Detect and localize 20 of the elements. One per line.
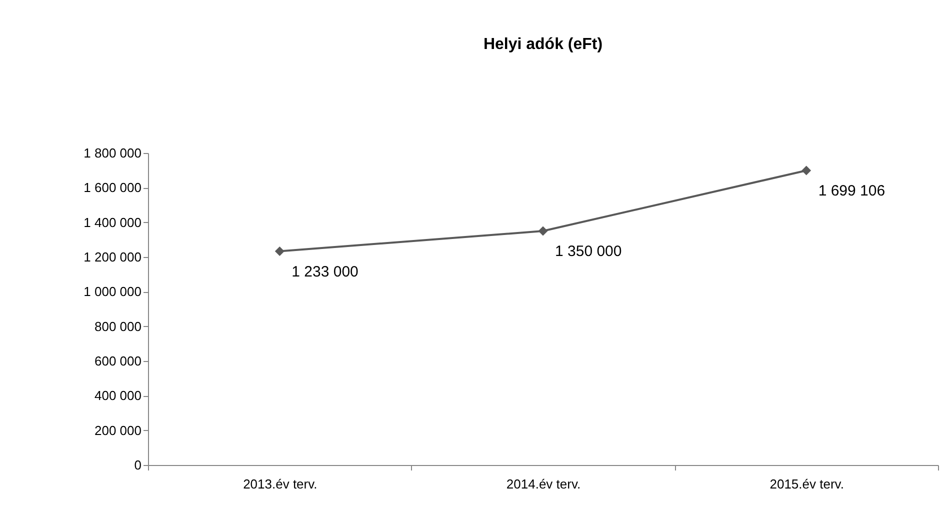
data-label: 1 233 000 (292, 263, 358, 280)
point (538, 226, 548, 236)
x-tick-label: 2013.év terv. (243, 476, 318, 492)
y-tick-label: 200 000 (94, 422, 142, 438)
point (802, 166, 812, 176)
y-tick-label: 0 (134, 458, 142, 472)
y-tick-label: 800 000 (94, 318, 142, 334)
data-label: 1 350 000 (555, 243, 622, 260)
chart-title: Helyi adók (eFt) (483, 36, 603, 53)
y-tick-label: 1 000 000 (84, 284, 142, 300)
data-label: 1 699 106 (818, 182, 886, 200)
y-tick-label: 1 600 000 (84, 180, 142, 196)
y-tick-label: 600 000 (94, 354, 142, 368)
y-tick-label: 1 200 000 (84, 250, 142, 264)
point (274, 246, 284, 256)
x-tick-label: 2015.év terv. (770, 476, 844, 492)
x-tick-label: 2014.év terv. (506, 476, 581, 492)
y-tick-label: 400 000 (94, 388, 142, 404)
y-tick-label: 1 800 000 (84, 146, 142, 160)
y-tick-label: 1 400 000 (84, 214, 142, 230)
